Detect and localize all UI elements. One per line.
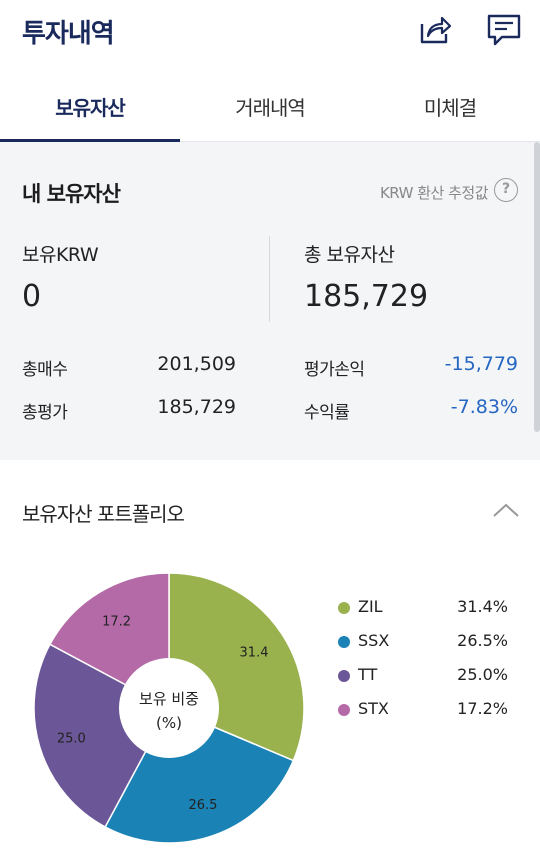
pie-center-label-2: (%) [156,714,182,732]
legend-dot [338,636,350,648]
tab-transactions[interactable]: 거래내역 [235,96,306,120]
legend-dot [338,602,350,614]
legend-name: ZIL [358,597,383,616]
scrollbar[interactable] [534,142,540,432]
tab-unfilled[interactable]: 미체결 [423,96,477,120]
legend-name: SSX [358,631,390,650]
total-buy-value: 201,509 [157,353,236,375]
tab-holdings[interactable]: 보유자산 [0,68,180,142]
return-rate-value: -7.83% [450,396,518,418]
legend-name: TT [358,665,378,684]
page-title: 투자내역 [22,19,115,49]
legend-percent: 17.2% [457,699,508,718]
legend-percent: 25.0% [457,665,508,684]
legend-item-zil[interactable]: ZIL 31.4% [336,597,508,621]
legend-dot [338,704,350,716]
return-rate-label: 수익률 [304,403,350,423]
total-assets-label: 총 보유자산 [304,244,395,266]
profit-loss-value: -15,779 [444,353,518,375]
app-header: 투자내역 [0,0,540,68]
holdings-summary: 내 보유자산 KRW 환산 추정값 ? 보유KRW 0 총 보유자산 185,7… [0,142,540,460]
share-icon[interactable] [416,12,452,48]
message-icon[interactable] [486,12,522,48]
legend-dot [338,670,350,682]
legend-percent: 26.5% [457,631,508,650]
krw-estimate-note: KRW 환산 추정값 [379,184,489,202]
total-assets-value: 185,729 [304,279,429,314]
total-eval-label: 총평가 [22,403,68,423]
slice-label-stx: 17.2 [102,615,131,630]
legend-percent: 31.4% [457,597,508,616]
portfolio-section: 보유자산 포트폴리오 보유 비중 (%) 31.4 26.5 25.0 17.2 ZI… [0,460,540,861]
pie-center-hole [119,658,219,758]
divider [269,236,270,322]
portfolio-pie-chart: 보유 비중 (%) 31.4 26.5 25.0 17.2 [33,572,305,844]
slice-label-tt: 25.0 [57,732,86,747]
krw-holding-label: 보유KRW [22,244,99,266]
summary-title: 내 보유자산 [22,182,121,206]
portfolio-title: 보유자산 포트폴리오 [22,502,185,526]
legend-name: STX [358,699,389,718]
help-icon[interactable]: ? [494,178,518,202]
pie-center-label-1: 보유 비중 [139,690,199,708]
slice-label-ssx: 26.5 [188,798,217,813]
total-buy-label: 총매수 [22,360,68,380]
profit-loss-label: 평가손익 [304,360,365,380]
legend-item-ssx[interactable]: SSX 26.5% [336,631,508,655]
slice-label-zil: 31.4 [240,646,269,661]
legend-item-tt[interactable]: TT 25.0% [336,665,508,689]
chevron-up-icon[interactable] [492,500,520,520]
legend-item-stx[interactable]: STX 17.2% [336,699,508,723]
tab-bar: 보유자산 거래내역 미체결 [0,68,540,142]
total-eval-value: 185,729 [157,396,236,418]
krw-holding-value: 0 [22,279,42,314]
